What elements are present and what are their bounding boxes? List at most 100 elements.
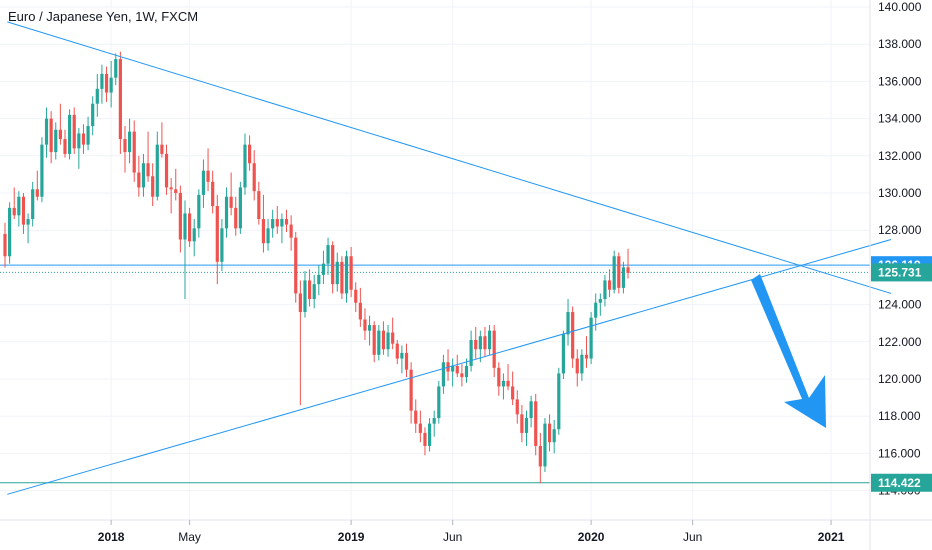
candle-body [451, 365, 455, 372]
trendline [7, 21, 892, 294]
candle-body [529, 401, 533, 419]
price-tick-label: 120.000 [878, 372, 922, 386]
candle-body [363, 319, 367, 331]
candle-body [266, 228, 270, 244]
candle-body [141, 163, 146, 188]
candle-body [40, 144, 44, 197]
time-tick-label: 2019 [338, 530, 365, 544]
candle-body [123, 139, 127, 153]
candle-body [284, 219, 289, 225]
candle-body [132, 131, 136, 173]
candle-body [409, 369, 413, 411]
time-axis[interactable]: 2018 May 2019 Jun 2020 Jun 2021 [98, 520, 845, 544]
candle-body [395, 343, 399, 359]
candle-body [298, 293, 302, 313]
candle-body [584, 354, 589, 359]
price-tick-label: 118.000 [878, 409, 921, 423]
candle-body [391, 332, 395, 344]
candle-body [114, 59, 118, 78]
candle-body [238, 187, 242, 229]
candle-body [607, 280, 612, 290]
candle-body [317, 274, 321, 285]
candle-body [137, 172, 141, 188]
candle-body [589, 317, 593, 359]
candle-body [520, 414, 524, 433]
candle-body [49, 118, 53, 153]
candle-body [381, 330, 386, 350]
candle-body [580, 354, 584, 374]
candle-body [344, 256, 349, 294]
horizontal-lines [0, 264, 870, 484]
price-tick-label: 128.000 [878, 223, 922, 237]
candle-body [243, 144, 247, 188]
candle-body [483, 336, 487, 350]
grid-lines [0, 0, 870, 520]
candle-body [612, 256, 616, 290]
candle-body [474, 339, 478, 350]
candle-body [478, 336, 482, 350]
candle-body [358, 302, 362, 320]
candle-body [3, 233, 7, 257]
candle-body [174, 189, 178, 193]
candle-body [17, 196, 21, 216]
candle-body [151, 176, 155, 197]
candle-body [201, 170, 206, 195]
candle-body [335, 261, 339, 285]
candle-body [432, 418, 436, 424]
candle-body [169, 187, 173, 190]
candle-body [289, 224, 293, 238]
candle-body [464, 365, 469, 378]
trendline [7, 239, 892, 495]
time-tick-label: 2021 [818, 530, 845, 544]
candle-body [377, 330, 381, 355]
candle-body [128, 131, 132, 153]
candle-body [626, 267, 630, 273]
candle-body [603, 280, 607, 300]
candle-body [294, 237, 298, 294]
candle-body [146, 163, 150, 177]
candle-body [68, 114, 72, 154]
price-tick-label: 130.000 [878, 186, 922, 200]
candle-body [321, 263, 326, 275]
candle-body [469, 339, 473, 366]
candle-body [511, 386, 515, 400]
candle-body [77, 133, 81, 149]
candle-body [211, 181, 215, 207]
chart-title: Euro / Japanese Yen, 1W, FXCM [8, 9, 198, 24]
candle-body [460, 373, 464, 378]
candles [3, 51, 630, 484]
price-tick-label: 124.000 [878, 298, 922, 312]
candle-body [367, 325, 372, 331]
candle-body [257, 191, 261, 220]
candle-body [81, 133, 86, 145]
price-axis[interactable]: 140.000 138.000 136.000 134.000 132.000 130.0… [878, 0, 922, 498]
candle-body [95, 88, 99, 104]
candle-body [86, 126, 90, 145]
candle-body [303, 280, 307, 313]
candle-body [423, 432, 427, 446]
candle-body [8, 207, 12, 257]
candle-body [414, 410, 418, 424]
candle-body [331, 245, 335, 285]
candle-body [247, 144, 252, 164]
candle-body [487, 330, 492, 350]
candle-body [58, 129, 62, 140]
candle-body [183, 213, 187, 240]
candle-body [109, 77, 113, 93]
candle-body [91, 103, 95, 127]
candle-body [206, 170, 210, 182]
candle-body [515, 399, 519, 415]
price-label-bg [871, 473, 932, 492]
candle-body [104, 73, 109, 93]
candle-body [617, 256, 621, 288]
candle-body [492, 330, 496, 368]
candle-body [506, 380, 510, 387]
candle-body [372, 325, 376, 355]
down-arrow-icon [751, 274, 826, 428]
candle-body [12, 207, 16, 216]
candle-body [557, 373, 561, 430]
candle-body [26, 219, 30, 225]
